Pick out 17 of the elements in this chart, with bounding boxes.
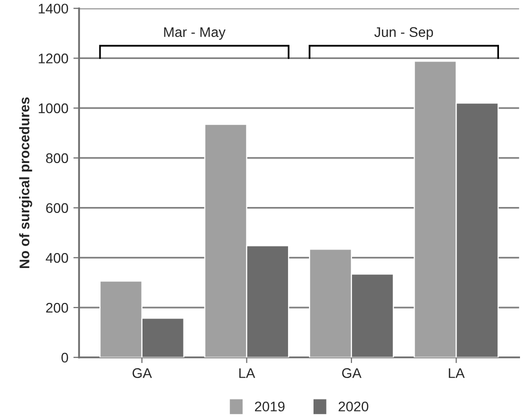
y-tick-label: 600 — [46, 203, 68, 213]
y-axis-title: No of surgical procedures — [19, 97, 32, 268]
y-tick-label: 400 — [46, 253, 68, 263]
legend-label: 2020 — [338, 402, 368, 412]
y-tick-label: 0 — [61, 352, 68, 363]
y-tick-label: 1000 — [38, 103, 68, 114]
y-tick-label: 200 — [46, 302, 68, 313]
x-tick-label: GA — [132, 368, 152, 378]
legend-label: 2019 — [254, 402, 285, 412]
y-tick-label: 1200 — [38, 54, 68, 64]
x-tick-label: LA — [448, 368, 465, 378]
x-tick-label: LA — [239, 368, 256, 378]
y-tick-label: 1400 — [38, 4, 68, 14]
y-tick-label: 800 — [46, 153, 68, 164]
annotation: Jun - Sep — [374, 27, 433, 40]
annotation: Mar - May — [164, 27, 226, 40]
x-tick-label: GA — [342, 368, 362, 378]
